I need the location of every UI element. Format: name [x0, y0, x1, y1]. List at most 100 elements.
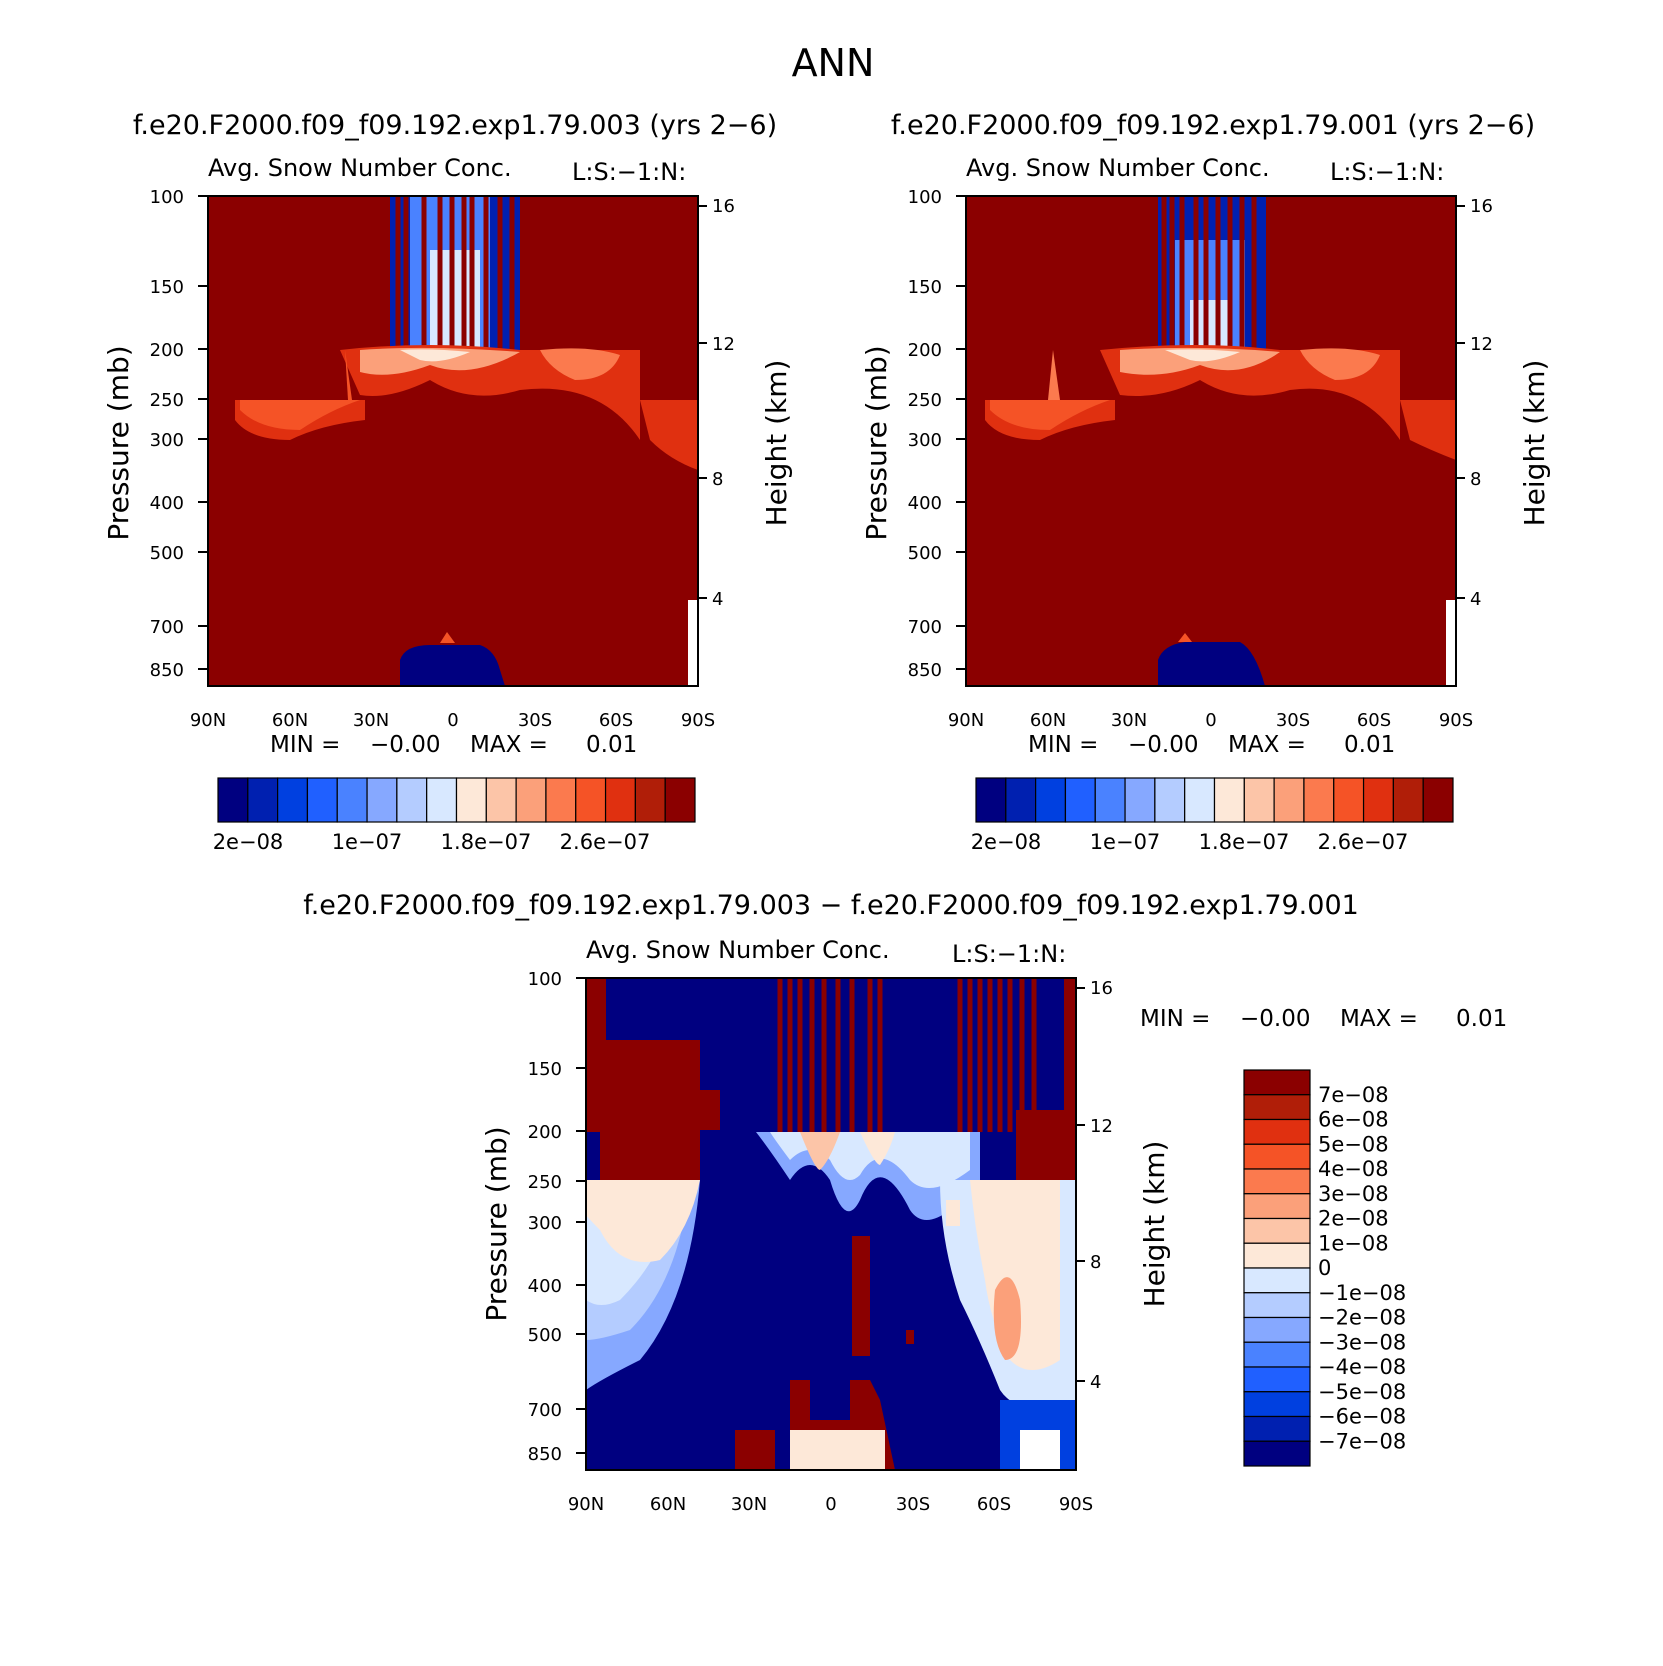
- panel-a-colorbar-swatch: [217, 777, 249, 823]
- panel-a-y-ticks: 100 150 200 250 300 400 500 700 850: [150, 187, 208, 681]
- panel-b-colorbar-swatch: [1094, 777, 1126, 823]
- panel-b-ytick-label: 250: [908, 390, 942, 411]
- panel-a-colorbar-label: 2.6e−07: [560, 830, 651, 854]
- panel-a-min-value: −0.00: [370, 732, 440, 758]
- panel-c-ytick-label: 200: [528, 1122, 562, 1143]
- panel-c-colorbar-label: 7e−08: [1318, 1083, 1389, 1107]
- panel-c-colorbar-label: 6e−08: [1318, 1108, 1389, 1132]
- panel-c-y2tick-label: 16: [1090, 978, 1113, 999]
- panel-b-xtick-label: 90N: [948, 710, 984, 731]
- panel-b-xtick-label: 30S: [1276, 710, 1310, 731]
- panel-b-colorbar-swatch: [975, 777, 1007, 823]
- panel-a-x-ticks: 90N 60N 30N 0 30S 60S 90S: [190, 710, 715, 731]
- panel-c-colorbar-label: −6e−08: [1318, 1405, 1406, 1429]
- panel-c-y2tick-label: 8: [1090, 1252, 1101, 1273]
- panel-b-max-label: MAX =: [1228, 732, 1306, 758]
- panel-c-colorbar-label: −3e−08: [1318, 1330, 1406, 1354]
- panel-a-case-title: f.e20.F2000.f09_f09.192.exp1.79.003 (yrs…: [133, 110, 777, 141]
- panel-b-field: [966, 196, 1456, 686]
- panel-a-colorbar-label: 1e−07: [332, 830, 403, 854]
- panel-a-xtick-label: 30S: [518, 710, 552, 731]
- panel-a-colorbar-swatch: [575, 777, 607, 823]
- panel-b-y2tick-label: 16: [1470, 196, 1493, 217]
- panel-a-colorbar-swatch: [366, 777, 398, 823]
- panel-a-y2tick-label: 16: [712, 196, 735, 217]
- panel-b-xtick-label: 30N: [1111, 710, 1147, 731]
- panel-c-units: L:S:−1:N:: [952, 940, 1066, 968]
- panel-a-ytick-label: 300: [150, 430, 184, 451]
- panel-b-ytick-label: 700: [908, 617, 942, 638]
- panel-b-y2-ticks: 16 12 8 4: [1456, 196, 1493, 610]
- panel-a-y2-ticks: 16 12 8 4: [698, 196, 735, 610]
- panel-b-colorbar-label: 2.6e−07: [1318, 830, 1409, 854]
- panel-b-ytick-label: 300: [908, 430, 942, 451]
- panel-b-colorbar-labels: 2e−08 1e−07 1.8e−07 2.6e−07: [971, 830, 1409, 854]
- panel-c-ytick-label: 400: [528, 1276, 562, 1297]
- panel-c-colorbar-swatch: [1243, 1217, 1311, 1244]
- panel-c-colorbar-label: −4e−08: [1318, 1355, 1406, 1379]
- panel-b-min-label: MIN =: [1028, 732, 1098, 758]
- panel-c-max-value: 0.01: [1456, 1006, 1507, 1032]
- panel-c-colorbar-swatch: [1243, 1143, 1311, 1170]
- panel-c-xtick-label: 30N: [731, 1494, 767, 1515]
- panel-a-colorbar-swatch: [634, 777, 666, 823]
- panel-c-colorbar-label: −1e−08: [1318, 1281, 1406, 1305]
- panel-c-x-ticks: 90N 60N 30N 0 30S 60S 90S: [568, 1494, 1093, 1515]
- panel-c-colorbar-swatch: [1243, 1094, 1311, 1121]
- panel-a-colorbar-label: 1.8e−07: [441, 830, 532, 854]
- panel-a-units: L:S:−1:N:: [572, 158, 686, 186]
- panel-b-colorbar-label: 2e−08: [971, 830, 1042, 854]
- panel-c-y2-ticks: 16 12 8 4: [1076, 978, 1113, 1393]
- panel-b-ytick-label: 150: [908, 277, 942, 298]
- panel-c-max-label: MAX =: [1340, 1006, 1418, 1032]
- panel-b-y2label: Height (km): [1518, 360, 1551, 527]
- panel-b-colorbar-swatch: [1422, 777, 1454, 823]
- panel-b-min-value: −0.00: [1128, 732, 1198, 758]
- panel-c-stats: MIN = −0.00 MAX = 0.01: [1140, 1006, 1507, 1032]
- panel-b-colorbar-label: 1e−07: [1090, 830, 1161, 854]
- panel-c-colorbar-labels: 7e−086e−085e−084e−083e−082e−081e−080−1e−…: [1318, 1083, 1406, 1454]
- panel-a-field: [208, 196, 698, 686]
- panel-b-max-value: 0.01: [1344, 732, 1395, 758]
- panel-b: f.e20.F2000.f09_f09.192.exp1.79.001 (yrs…: [860, 110, 1551, 854]
- panel-b-colorbar: [975, 777, 1454, 823]
- panel-b-ylabel: Pressure (mb): [860, 345, 893, 540]
- panel-c-var-title: Avg. Snow Number Conc.: [586, 936, 890, 964]
- panel-a-ytick-label: 500: [150, 543, 184, 564]
- panel-b-colorbar-swatch: [1035, 777, 1067, 823]
- panel-c-min-label: MIN =: [1140, 1006, 1210, 1032]
- panel-c-ytick-label: 500: [528, 1325, 562, 1346]
- panel-b-colorbar-swatch: [1362, 777, 1394, 823]
- panel-a-ylabel: Pressure (mb): [102, 345, 135, 540]
- panel-c-colorbar-swatch: [1243, 1391, 1311, 1418]
- panel-b-xtick-label: 60N: [1030, 710, 1066, 731]
- panel-a-colorbar-swatch: [515, 777, 547, 823]
- panel-b-colorbar-swatch: [1392, 777, 1424, 823]
- panel-b-units: L:S:−1:N:: [1330, 158, 1444, 186]
- panel-c-colorbar: [1243, 1069, 1311, 1467]
- panel-c-colorbar-label: −2e−08: [1318, 1306, 1406, 1330]
- panel-a-ytick-label: 150: [150, 277, 184, 298]
- panel-c-colorbar-label: 5e−08: [1318, 1132, 1389, 1156]
- panel-b-xtick-label: 90S: [1439, 710, 1473, 731]
- panel-b-case-title: f.e20.F2000.f09_f09.192.exp1.79.001 (yrs…: [891, 110, 1535, 141]
- panel-c-y2tick-label: 4: [1090, 1372, 1101, 1393]
- panel-a-y2tick-label: 4: [712, 589, 723, 610]
- panel-a-var-title: Avg. Snow Number Conc.: [208, 154, 512, 182]
- panel-a-xtick-label: 0: [447, 710, 458, 731]
- panel-b-xtick-label: 60S: [1357, 710, 1391, 731]
- panel-b-colorbar-swatch: [1154, 777, 1186, 823]
- panel-a-frame: [207, 195, 699, 687]
- panel-a-colorbar-swatch: [426, 777, 458, 823]
- panel-b-ytick-label: 850: [908, 660, 942, 681]
- panel-b-ytick-label: 200: [908, 340, 942, 361]
- panel-c-colorbar-swatch: [1243, 1118, 1311, 1145]
- panel-c-colorbar-swatch: [1243, 1440, 1311, 1467]
- panel-c-ytick-label: 700: [528, 1400, 562, 1421]
- panel-a-ytick-label: 200: [150, 340, 184, 361]
- panel-c-colorbar-swatch: [1243, 1292, 1311, 1319]
- panel-c-colorbar-label: 0: [1318, 1256, 1331, 1280]
- panel-c-colorbar-label: −5e−08: [1318, 1380, 1406, 1404]
- panel-a-colorbar-swatch: [277, 777, 309, 823]
